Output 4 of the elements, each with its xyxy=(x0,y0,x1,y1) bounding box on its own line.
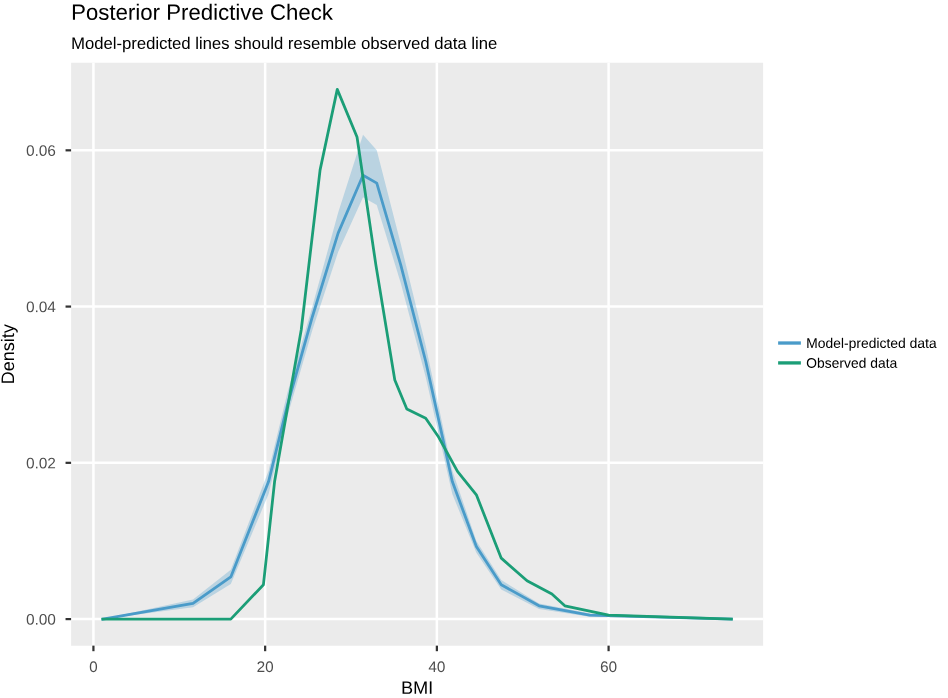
chart-subtitle: Model-predicted lines should resemble observed data line xyxy=(72,36,497,53)
chart-title: Posterior Predictive Check xyxy=(72,3,333,21)
x-axis-title: BMI xyxy=(402,681,432,694)
y-axis-title: Density xyxy=(0,324,18,383)
